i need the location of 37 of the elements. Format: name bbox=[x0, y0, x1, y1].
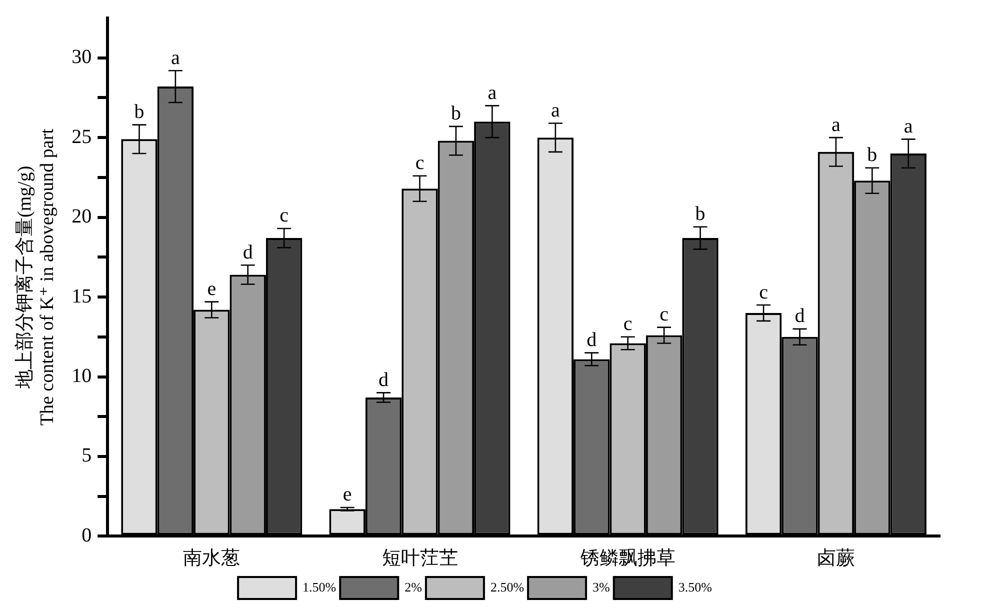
data-label: c bbox=[623, 313, 632, 336]
y-tick-label: 15 bbox=[72, 285, 92, 308]
legend-label: 3% bbox=[592, 579, 610, 594]
y-tick-label: 20 bbox=[72, 206, 92, 228]
data-label: b bbox=[134, 101, 144, 124]
data-label: d bbox=[794, 305, 805, 328]
data-label: d bbox=[586, 329, 597, 352]
data-label: b bbox=[867, 144, 878, 166]
data-label: a bbox=[488, 82, 497, 104]
y-tick-label: 25 bbox=[72, 126, 92, 148]
y-tick-label: 30 bbox=[72, 46, 92, 68]
data-label: a bbox=[904, 115, 913, 138]
legend-label: 2% bbox=[404, 579, 422, 594]
data-label: d bbox=[378, 368, 389, 391]
data-label: e bbox=[342, 484, 352, 506]
data-label: a bbox=[550, 99, 560, 122]
y-axis-title: 地上部分钾离子含量(mg/g) The content of K⁺ in aboveground part bbox=[13, 128, 58, 426]
x-tick-label: 南水葱 bbox=[183, 548, 240, 569]
data-label: d bbox=[242, 241, 253, 264]
data-label: c bbox=[759, 281, 768, 304]
y-tick-label: 0 bbox=[82, 524, 92, 546]
y-tick-label: 5 bbox=[82, 444, 92, 467]
data-label: b bbox=[695, 203, 706, 226]
x-tick-label: 短叶茳芏 bbox=[382, 548, 458, 569]
data-label: c bbox=[415, 152, 424, 174]
data-label: e bbox=[207, 278, 216, 300]
legend-label: 3.50% bbox=[678, 579, 712, 594]
legend-label: 1.50% bbox=[302, 579, 336, 594]
data-label: a bbox=[832, 114, 841, 136]
x-tick-label: 锈鳞飘拂草 bbox=[579, 548, 676, 569]
y-tick-label: 10 bbox=[72, 365, 92, 388]
legend-label: 2.50% bbox=[490, 579, 524, 594]
data-label: b bbox=[450, 102, 461, 125]
data-label: c bbox=[660, 304, 669, 326]
data-label: c bbox=[280, 204, 289, 227]
data-label: a bbox=[170, 46, 180, 69]
x-tick-label: 卤蕨 bbox=[816, 548, 855, 569]
